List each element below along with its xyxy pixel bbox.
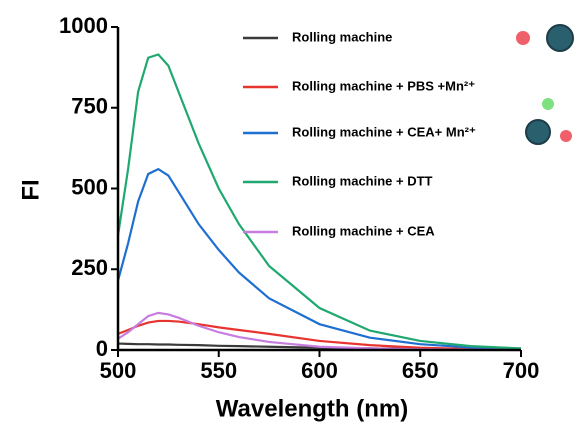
y-axis-label: FI — [17, 179, 44, 200]
series-line — [117, 319, 522, 351]
icon — [546, 24, 574, 52]
legend-label: Rolling machine + CEA — [292, 223, 435, 238]
y-tick-label: 750 — [71, 94, 108, 119]
icon — [542, 98, 554, 110]
x-tick-label: 650 — [402, 358, 439, 383]
x-axis-label: Wavelength (nm) — [216, 395, 408, 422]
series-line — [116, 167, 522, 351]
y-tick-label: 1000 — [59, 13, 108, 38]
legend-label: Rolling machine + PBS +Mn²⁺ — [292, 78, 475, 93]
legend-label: Rolling machine + CEA+ Mn²⁺ — [292, 124, 476, 139]
y-tick-label: 500 — [71, 174, 108, 199]
x-tick-label: 500 — [100, 358, 137, 383]
icon — [560, 130, 572, 142]
y-tick-label: 0 — [96, 336, 108, 361]
x-tick-label: 550 — [200, 358, 237, 383]
x-tick-label: 700 — [503, 358, 540, 383]
series-line — [116, 53, 522, 350]
legend-label: Rolling machine + DTT — [292, 173, 433, 188]
decorative-icons — [516, 24, 574, 145]
legend-label: Rolling machine — [292, 29, 392, 44]
icon — [516, 31, 530, 45]
y-tick-label: 250 — [71, 255, 108, 280]
x-tick-label: 600 — [301, 358, 338, 383]
icon — [525, 119, 551, 145]
